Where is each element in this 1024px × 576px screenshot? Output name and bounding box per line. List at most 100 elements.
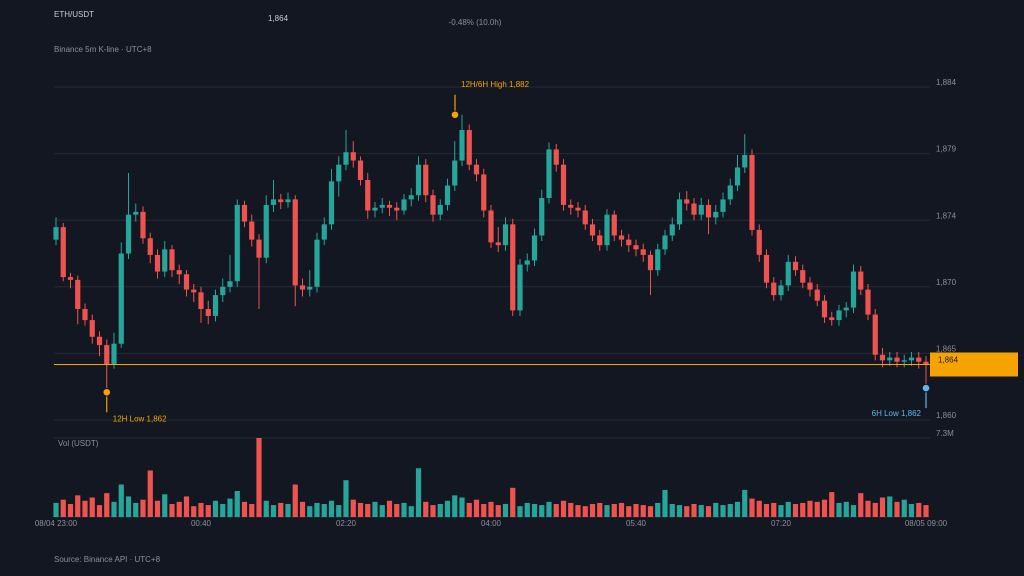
- candle-body: [669, 224, 675, 236]
- volume-bar: [720, 505, 726, 517]
- candle-body: [278, 199, 284, 203]
- volume-bar: [502, 504, 509, 517]
- volume-bar: [220, 504, 226, 517]
- volume-bar: [589, 504, 596, 517]
- volume-bar: [125, 496, 132, 517]
- volume-bar: [865, 500, 871, 517]
- candle-body: [430, 195, 436, 215]
- candle-body: [241, 204, 248, 222]
- volume-bar: [372, 501, 378, 517]
- volume-bar: [169, 504, 175, 517]
- candle-body: [444, 185, 451, 205]
- candle-body: [502, 224, 509, 246]
- volume-bar: [713, 502, 719, 517]
- volume-bar: [104, 493, 110, 517]
- volume-bar: [401, 502, 407, 517]
- candle-body: [691, 203, 697, 215]
- candle-body: [734, 167, 741, 186]
- volume-bar: [459, 497, 465, 517]
- volume-bar: [176, 501, 182, 517]
- volume-bar: [53, 502, 59, 517]
- volume-bar: [916, 502, 922, 517]
- volume-bar: [510, 487, 516, 517]
- volume-bar: [386, 500, 393, 517]
- candle-body: [553, 149, 559, 165]
- volume-bar: [466, 502, 472, 517]
- candle-body: [916, 357, 922, 362]
- candle-body: [191, 289, 197, 293]
- volume-bar: [611, 504, 617, 517]
- candle-body: [227, 281, 233, 287]
- candle-body: [517, 264, 523, 311]
- candle-body: [82, 309, 88, 321]
- volume-bar: [198, 502, 204, 517]
- x-tick-label: 08/04 23:00: [35, 519, 78, 528]
- candle-body: [901, 360, 907, 362]
- volume-bar: [676, 505, 683, 517]
- volume-bar: [778, 505, 784, 517]
- candle-body: [713, 211, 719, 218]
- volume-bar: [162, 494, 168, 517]
- volume-bar: [183, 496, 190, 517]
- candle-body: [727, 185, 733, 200]
- candle-body: [531, 235, 538, 261]
- y-tick-label: 1,865: [936, 345, 957, 354]
- candle-body: [800, 270, 806, 283]
- last-price-box: [930, 352, 1018, 377]
- y-tick-label: 1,860: [936, 411, 957, 420]
- volume-bar: [285, 504, 291, 517]
- candle-body: [560, 164, 567, 205]
- candle-body: [394, 207, 400, 211]
- volume-bar: [408, 506, 414, 517]
- volume-bar: [560, 500, 567, 517]
- candle-body: [198, 292, 204, 309]
- candle-body: [807, 282, 813, 290]
- candle-body: [307, 286, 313, 290]
- candle-body: [481, 174, 487, 211]
- volume-bar: [887, 496, 893, 517]
- volume-bar: [640, 505, 646, 517]
- candle-body: [829, 317, 835, 321]
- candle-body: [133, 211, 139, 215]
- volume-bar: [437, 504, 443, 517]
- candle-body: [53, 227, 59, 240]
- volume-bar: [901, 499, 907, 517]
- volume-bar: [249, 504, 255, 517]
- volume-bar: [850, 505, 857, 517]
- candle-body: [154, 254, 161, 272]
- annotation-marker: [921, 383, 931, 393]
- volume-bar: [133, 502, 139, 517]
- y2-tick-label: 7.3M: [936, 429, 954, 438]
- volume-bar: [843, 501, 849, 517]
- candle-body: [365, 179, 371, 211]
- candle-body: [212, 295, 219, 316]
- candle-body: [655, 249, 661, 271]
- volume-bar: [495, 505, 501, 517]
- candle-body: [169, 249, 175, 271]
- volume-bar: [205, 505, 211, 517]
- volume-bar: [597, 502, 603, 517]
- volume-bar: [212, 500, 219, 517]
- candle-body: [626, 239, 632, 246]
- volume-bar: [872, 502, 878, 517]
- candle-body: [618, 235, 625, 240]
- candle-body: [270, 199, 277, 205]
- candle-body: [67, 277, 74, 280]
- candle-body: [285, 199, 291, 203]
- candle-body: [894, 357, 900, 362]
- candle-body: [676, 199, 683, 225]
- volume-bar: [234, 491, 240, 517]
- volume-bar: [241, 501, 248, 517]
- volume-bar: [256, 438, 262, 517]
- candle-body: [604, 214, 610, 246]
- candle-body: [821, 300, 828, 318]
- volume-bar: [140, 499, 146, 517]
- volume-bar: [858, 493, 864, 517]
- candle-body: [75, 279, 81, 309]
- candle-body: [785, 261, 791, 286]
- volume-bar: [154, 500, 161, 517]
- candle-body: [597, 235, 603, 246]
- volume-label: Vol (USDT): [58, 439, 99, 448]
- candle-body: [611, 214, 617, 236]
- candle-body: [415, 164, 422, 196]
